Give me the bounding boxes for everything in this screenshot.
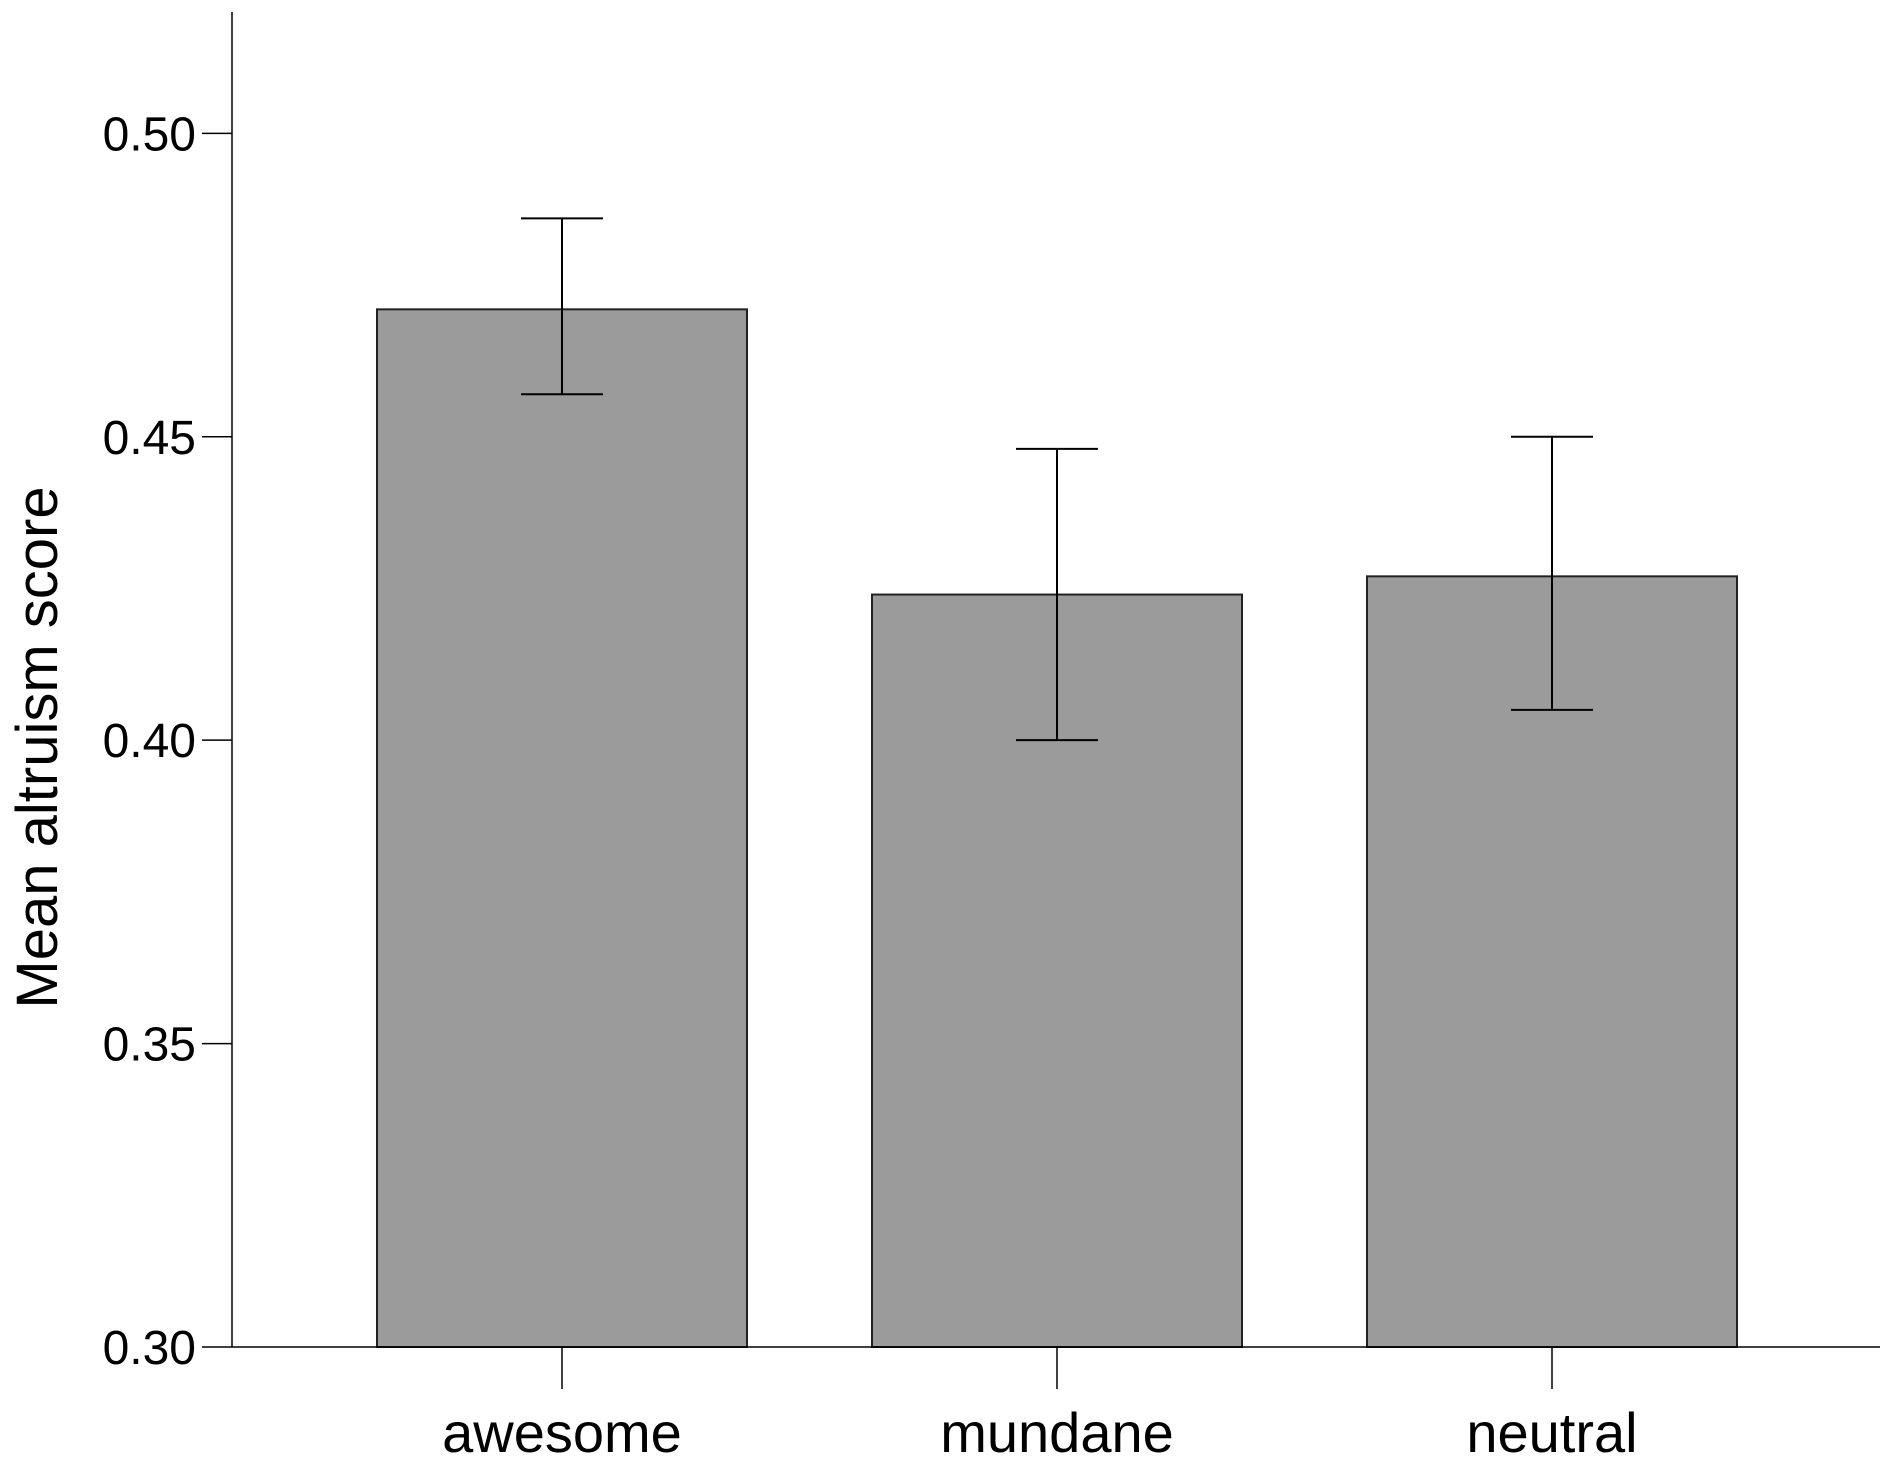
x-tick-label: neutral (1466, 1401, 1637, 1460)
y-tick-label: 0.30 (103, 1322, 196, 1375)
y-ticks: 0.30 0.35 0.40 0.45 0.50 (103, 108, 232, 1375)
error-bar-mundane (1016, 447, 1098, 742)
x-ticks: awesome mundane neutral (442, 1347, 1638, 1460)
error-bar-awesome (521, 217, 603, 396)
y-tick-label: 0.40 (103, 715, 196, 768)
axes (231, 12, 1880, 1348)
y-tick-label: 0.35 (103, 1019, 196, 1072)
x-tick-label: awesome (442, 1401, 682, 1460)
bar-awesome (376, 308, 748, 1348)
x-tick-label: mundane (940, 1401, 1174, 1460)
y-axis-title: Mean altruism score (5, 486, 70, 1008)
error-bar-neutral (1511, 435, 1593, 711)
y-tick-label: 0.45 (103, 412, 196, 465)
y-tick-label: 0.50 (103, 108, 196, 161)
error-bars (521, 217, 1593, 742)
